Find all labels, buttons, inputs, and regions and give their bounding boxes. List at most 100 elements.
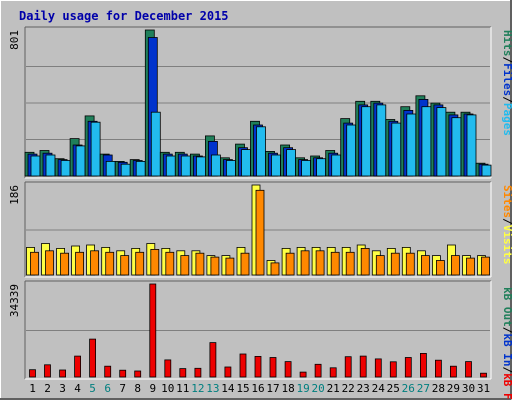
day-label-29: 29 (447, 382, 460, 395)
bar-pages-day-30 (466, 114, 477, 177)
day-label-26: 26 (402, 382, 415, 395)
day-label-17: 17 (266, 382, 279, 395)
bar-kb-f-day-14 (224, 366, 232, 378)
bar-kb-f-day-12 (194, 367, 202, 378)
bar-sites-day-8 (135, 251, 145, 276)
bar-pages-day-8 (135, 160, 146, 177)
day-label-5: 5 (89, 382, 96, 395)
bar-kb-f-day-3 (59, 369, 66, 378)
legend-item-pages: Pages (501, 103, 512, 136)
side-legend: Hits/Files/Pages (501, 30, 512, 136)
bar-pages-day-11 (180, 155, 191, 177)
day-label-1: 1 (29, 382, 36, 395)
bar-pages-day-31 (481, 164, 492, 177)
day-label-9: 9 (149, 382, 156, 395)
day-label-6: 6 (104, 382, 111, 395)
bar-pages-day-10 (165, 155, 176, 177)
day-label-24: 24 (372, 382, 386, 395)
bar-kb-f-day-18 (284, 361, 292, 378)
bar-kb-f-day-16 (254, 355, 262, 378)
day-label-25: 25 (387, 382, 400, 395)
bar-sites-day-9 (150, 248, 160, 276)
bar-pages-day-20 (316, 158, 327, 177)
bar-sites-day-31 (481, 256, 490, 276)
bar-pages-day-23 (361, 106, 372, 177)
bar-kb-f-day-10 (164, 359, 172, 378)
day-label-16: 16 (251, 382, 264, 395)
bar-kb-f-day-22 (344, 356, 352, 378)
legend-separator: / (501, 96, 512, 103)
bar-kb-f-day-6 (104, 365, 112, 378)
bar-sites-day-5 (90, 250, 99, 276)
side-legend: Sites/Visits (501, 185, 512, 265)
bar-pages-day-14 (225, 160, 236, 177)
bar-sites-day-13 (210, 256, 220, 276)
bar-kb-f-day-25 (389, 361, 397, 378)
bar-kb-f-day-7 (119, 369, 127, 378)
bar-sites-day-15 (240, 252, 250, 276)
legend-separator: / (501, 367, 512, 374)
legend-item-kb-f: kB F (501, 373, 512, 400)
bar-pages-day-9 (150, 111, 161, 177)
bar-kb-f-day-28 (434, 359, 442, 378)
legend-separator: / (501, 327, 512, 334)
bar-kb-f-day-2 (44, 364, 51, 378)
bar-pages-day-17 (271, 154, 281, 177)
bar-sites-day-12 (195, 252, 205, 276)
bar-sites-day-22 (345, 251, 355, 276)
day-label-19: 19 (296, 382, 309, 395)
bar-pages-day-24 (376, 104, 387, 177)
bar-pages-day-21 (331, 154, 342, 177)
ymax-label: 34339 (8, 284, 21, 317)
bar-sites-day-6 (105, 251, 115, 276)
day-label-27: 27 (417, 382, 430, 395)
bar-sites-day-17 (270, 262, 280, 276)
bar-sites-day-3 (60, 252, 69, 276)
chart-panels: 801Hits/Files/Pages186Sites/Visits34339k… (8, 26, 512, 400)
day-label-12: 12 (191, 382, 204, 395)
bar-pages-day-12 (195, 156, 206, 177)
day-label-14: 14 (221, 382, 235, 395)
day-label-10: 10 (161, 382, 174, 395)
day-label-21: 21 (327, 382, 340, 395)
bar-sites-day-29 (450, 255, 460, 276)
bar-sites-day-28 (435, 260, 445, 276)
bar-kb-f-day-8 (134, 370, 142, 378)
day-label-31: 31 (477, 382, 490, 395)
bar-sites-day-4 (75, 251, 84, 276)
bar-sites-day-1 (30, 251, 39, 276)
legend-item-kb-out: kB Out (501, 287, 512, 327)
bar-kb-f-day-5 (89, 338, 96, 378)
day-label-18: 18 (281, 382, 294, 395)
day-label-22: 22 (342, 382, 355, 395)
bar-kb-f-day-17 (269, 357, 277, 378)
day-label-4: 4 (74, 382, 81, 395)
bar-sites-day-19 (300, 250, 310, 276)
bar-kb-f-day-19 (299, 371, 307, 378)
bar-kb-f-day-26 (404, 357, 412, 378)
bar-kb-f-day-31 (480, 372, 487, 378)
bar-sites-day-23 (360, 247, 370, 276)
day-label-8: 8 (134, 382, 141, 395)
day-label-15: 15 (236, 382, 249, 395)
bar-pages-day-2 (45, 154, 56, 177)
bar-kb-f-day-1 (29, 369, 36, 378)
bar-sites-day-20 (315, 250, 325, 276)
legend-item-kb-in: kB In (501, 333, 512, 366)
bar-pages-day-29 (451, 117, 462, 177)
legend-separator: / (501, 218, 512, 225)
bar-kb-f-day-20 (314, 363, 322, 378)
ymax-label: 801 (8, 30, 21, 50)
bar-sites-day-26 (405, 252, 415, 276)
bar-kb-f-day-27 (419, 352, 427, 378)
day-label-30: 30 (462, 382, 475, 395)
legend-item-files: Files (501, 63, 512, 96)
bar-kb-f-day-23 (359, 355, 367, 378)
side-legend: kB Out/kB In/kB F (501, 287, 512, 400)
bar-sites-day-7 (120, 255, 130, 276)
legend-item-sites: Sites (501, 185, 512, 218)
day-labels: 1 2 3 4 5 6 7 8 9 10 11 12 13 14 15 16 17 18 19 20 21 22 23 24 2… (29, 382, 490, 395)
bar-sites-day-11 (180, 255, 190, 276)
day-label-28: 28 (432, 382, 445, 395)
